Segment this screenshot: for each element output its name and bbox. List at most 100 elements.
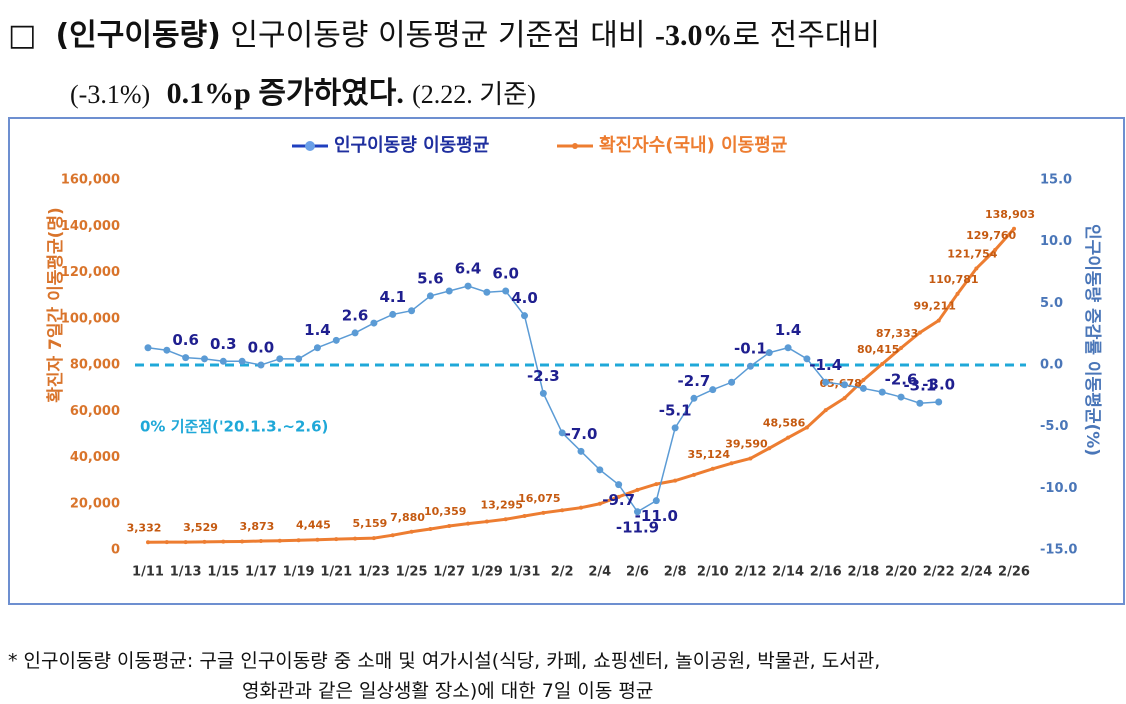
legend-marker [305, 141, 315, 151]
data-point [765, 349, 773, 357]
data-point [447, 524, 452, 529]
x-tick-label: 2/20 [885, 565, 917, 580]
data-label: -3.1 [903, 377, 936, 395]
header-text: 인구이동량 이동평균 기준점 대비 [230, 18, 655, 53]
y-tick-label: 80,000 [70, 358, 120, 373]
data-point [295, 355, 303, 363]
y-tick-label: 140,000 [61, 219, 120, 234]
legend-label: 인구이동량 이동평균 [334, 135, 489, 156]
data-label: 99,211 [913, 300, 955, 313]
data-label: 0.3 [210, 335, 237, 353]
data-point [861, 378, 866, 383]
data-point [616, 494, 621, 499]
data-point [445, 287, 453, 295]
data-point [993, 247, 998, 252]
x-tick-label: 2/24 [960, 565, 992, 580]
data-label: 2.6 [342, 306, 369, 324]
data-label: 5,159 [353, 517, 388, 530]
data-label: 129,760 [966, 229, 1016, 242]
data-label: 3,332 [127, 521, 162, 534]
x-tick-label: 1/29 [471, 565, 503, 580]
data-point [390, 533, 395, 538]
y2-tick-label: 0.0 [1040, 358, 1063, 373]
data-label: 16,075 [518, 492, 560, 505]
data-point [710, 466, 715, 471]
bullet: □ [8, 18, 37, 53]
y-tick-label: 100,000 [61, 311, 120, 326]
footnote: 영화관과 같은 일상생활 장소)에 대한 7일 이동 평균 [242, 680, 654, 702]
data-label: 1.4 [775, 321, 802, 339]
data-point [334, 537, 339, 542]
x-tick-label: 2/26 [998, 565, 1030, 580]
y2-tick-label: 10.0 [1040, 234, 1072, 249]
data-point [163, 346, 171, 354]
header-text: (인구이동량) [55, 18, 221, 53]
data-point [822, 378, 830, 386]
data-point [823, 408, 828, 413]
data-point [579, 505, 583, 510]
data-label: 4,445 [296, 519, 331, 532]
data-point [654, 482, 659, 487]
data-point [690, 394, 698, 402]
data-point [615, 481, 623, 489]
data-point [351, 329, 359, 337]
y-tick-label: 40,000 [70, 450, 120, 465]
data-label: 87,333 [876, 327, 918, 340]
header-text: 로 전주대비 [732, 18, 880, 53]
data-point [974, 266, 979, 271]
data-label: -11.9 [616, 518, 659, 536]
data-point [786, 435, 791, 440]
data-point [428, 526, 433, 531]
data-point [767, 446, 772, 451]
data-point [332, 336, 340, 344]
x-tick-label: 2/2 [551, 565, 574, 580]
x-tick-label: 1/19 [283, 565, 315, 580]
data-point [221, 539, 226, 544]
data-point [597, 501, 602, 506]
x-tick-label: 2/12 [734, 565, 766, 580]
data-point [577, 447, 585, 455]
header-text: (-3.1%) [70, 80, 151, 109]
chart-frame [8, 117, 1125, 605]
header-text: 0.1%p 증가하였다. [166, 77, 404, 110]
y2-tick-label: -15.0 [1040, 543, 1077, 558]
data-point [1012, 226, 1016, 231]
data-point [502, 287, 510, 295]
data-point [426, 292, 434, 300]
data-label: -11.0 [635, 507, 678, 525]
legend-label: 확진자수(국내) 이동평균 [599, 135, 787, 156]
data-point [899, 346, 904, 351]
data-label: -3.0 [922, 376, 955, 394]
data-point [371, 536, 376, 541]
legend-marker [572, 143, 578, 149]
data-label: 3,529 [183, 521, 218, 534]
data-label: 0.0 [248, 339, 275, 357]
data-label: 13,295 [480, 498, 522, 511]
data-point [748, 456, 753, 461]
data-label: 0.6 [172, 331, 199, 349]
data-point [746, 362, 754, 370]
data-label: -2.3 [527, 367, 560, 385]
data-label: 110,781 [928, 273, 978, 286]
series-line [147, 285, 939, 513]
data-point [483, 288, 491, 296]
y-tick-label: 120,000 [61, 265, 120, 280]
y2-tick-label: 5.0 [1040, 296, 1063, 311]
data-label: -2.7 [678, 372, 711, 390]
y2-axis-title: 인구이동량 증감률 이동평균(%) [1082, 224, 1102, 456]
data-point [370, 319, 378, 327]
data-point [389, 310, 397, 318]
data-point [238, 357, 246, 365]
data-point [784, 344, 792, 352]
x-tick-label: 1/11 [132, 565, 164, 580]
data-label: 48,586 [763, 417, 806, 430]
data-point [917, 330, 922, 335]
y2-tick-label: -10.0 [1040, 481, 1077, 496]
x-tick-label: 2/18 [847, 565, 879, 580]
y-tick-label: 20,000 [70, 496, 120, 511]
y-tick-label: 160,000 [61, 173, 120, 188]
x-tick-label: 2/16 [810, 565, 842, 580]
data-point [164, 540, 169, 545]
data-label: 138,903 [985, 208, 1035, 221]
data-point [878, 388, 886, 396]
